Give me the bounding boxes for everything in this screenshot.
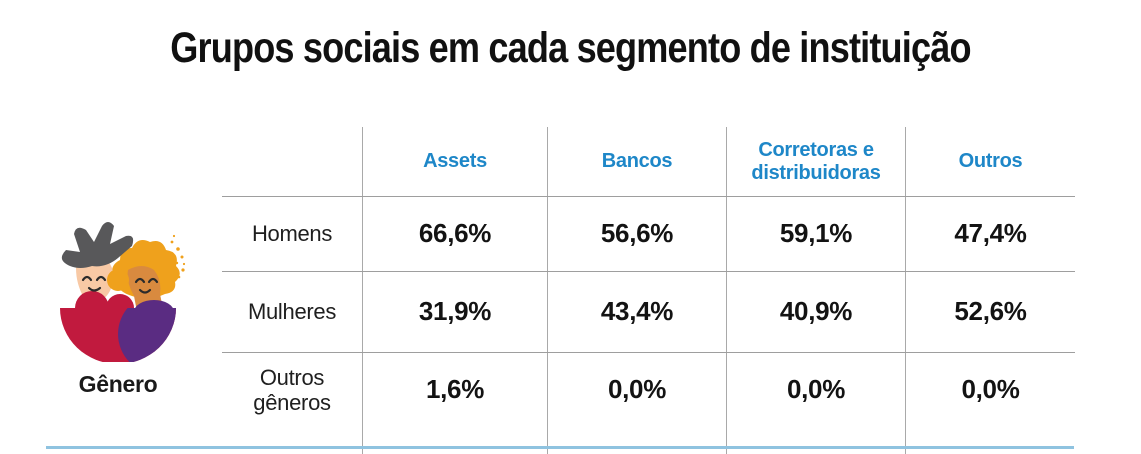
section-accent-line (46, 446, 1074, 449)
value-homens-assets: 66,6% (418, 217, 492, 248)
value-outros-generos-corretoras: 0,0% (786, 374, 846, 405)
hair-gray-shape (61, 222, 134, 268)
row-label-mulheres: Mulheres (247, 298, 337, 324)
value-outros-generos-bancos: 0,0% (607, 374, 667, 405)
column-header-outros: Outros (958, 150, 1023, 172)
value-homens-outros: 47,4% (954, 217, 1027, 248)
value-mulheres-outros: 52,6% (954, 295, 1027, 326)
column-header-assets: Assets (423, 150, 487, 172)
row-label-homens: Homens (251, 220, 333, 246)
value-mulheres-corretoras: 40,9% (779, 295, 853, 326)
table-divider-vertical-3 (726, 127, 727, 454)
table-divider-horizontal-1 (222, 196, 1075, 197)
table-divider-horizontal-3 (222, 352, 1075, 353)
column-header-corretoras: Corretoras e distribuidoras (751, 138, 881, 184)
value-homens-corretoras: 59,1% (779, 217, 853, 248)
face-features (81, 275, 159, 294)
value-outros-generos-assets: 1,6% (425, 374, 485, 405)
value-mulheres-assets: 31,9% (418, 295, 492, 326)
table-divider-vertical-1 (362, 127, 363, 454)
category-label-genero: Gênero (78, 371, 158, 397)
hair-gold-stipple-dots (170, 234, 186, 279)
value-mulheres-bancos: 43,4% (600, 295, 674, 326)
gender-people-icon (60, 222, 186, 362)
gold-hand-shape (107, 269, 129, 291)
column-header-bancos: Bancos (601, 150, 673, 172)
table-divider-vertical-4 (905, 127, 906, 454)
table-divider-vertical-2 (547, 127, 548, 454)
value-homens-bancos: 56,6% (600, 217, 674, 248)
table-divider-horizontal-2 (222, 271, 1075, 272)
page-title: Grupos sociais em cada segmento de insti… (170, 24, 971, 72)
value-outros-generos-outros: 0,0% (961, 374, 1020, 405)
body-purple-shape (118, 308, 176, 362)
row-label-outros-generos: Outros gêneros (253, 364, 331, 415)
